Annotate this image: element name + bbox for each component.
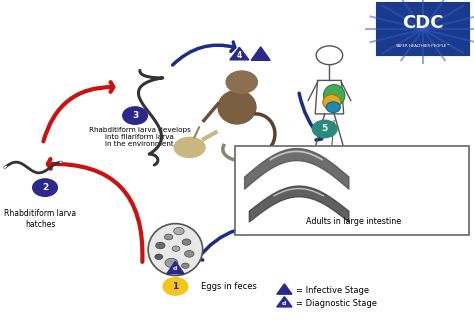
Circle shape — [184, 251, 194, 257]
Text: 2: 2 — [42, 183, 48, 192]
Text: 5: 5 — [321, 125, 328, 133]
Circle shape — [312, 120, 337, 138]
Circle shape — [172, 246, 180, 251]
Circle shape — [163, 278, 188, 295]
Circle shape — [182, 263, 189, 268]
Circle shape — [164, 234, 173, 240]
Polygon shape — [230, 47, 249, 60]
Text: Adults in large intestine: Adults in large intestine — [306, 217, 401, 226]
Text: = Diagnostic Stage: = Diagnostic Stage — [296, 299, 377, 308]
Text: d: d — [282, 301, 287, 306]
Text: Eggs in feces: Eggs in feces — [201, 282, 257, 291]
Text: Rhabditiform larva
hatches: Rhabditiform larva hatches — [4, 209, 76, 229]
Text: CDC: CDC — [402, 14, 444, 32]
Polygon shape — [277, 296, 292, 307]
Circle shape — [33, 179, 57, 196]
Text: 4: 4 — [237, 51, 242, 60]
Ellipse shape — [323, 85, 345, 107]
FancyBboxPatch shape — [235, 146, 469, 234]
Circle shape — [174, 227, 184, 235]
Text: Rhabditiform larva develops
into filariform larva
in the environment: Rhabditiform larva develops into filarif… — [89, 127, 191, 147]
Polygon shape — [277, 284, 292, 294]
Text: d: d — [173, 266, 178, 270]
Circle shape — [155, 254, 163, 260]
Ellipse shape — [218, 90, 256, 124]
Text: 1: 1 — [172, 282, 179, 291]
Ellipse shape — [174, 137, 205, 157]
Ellipse shape — [326, 102, 340, 113]
Ellipse shape — [323, 95, 341, 110]
Polygon shape — [167, 261, 184, 274]
Ellipse shape — [239, 148, 273, 170]
Text: 3: 3 — [132, 111, 138, 120]
Polygon shape — [251, 47, 270, 60]
Circle shape — [182, 239, 191, 245]
Circle shape — [226, 71, 257, 93]
Circle shape — [165, 258, 178, 268]
Text: SAFER·HEALTHIER·PEOPLE™: SAFER·HEALTHIER·PEOPLE™ — [395, 44, 451, 48]
Text: = Infective Stage: = Infective Stage — [296, 286, 369, 295]
FancyBboxPatch shape — [377, 3, 469, 55]
Ellipse shape — [148, 224, 202, 275]
Circle shape — [155, 242, 165, 249]
Circle shape — [123, 107, 147, 124]
